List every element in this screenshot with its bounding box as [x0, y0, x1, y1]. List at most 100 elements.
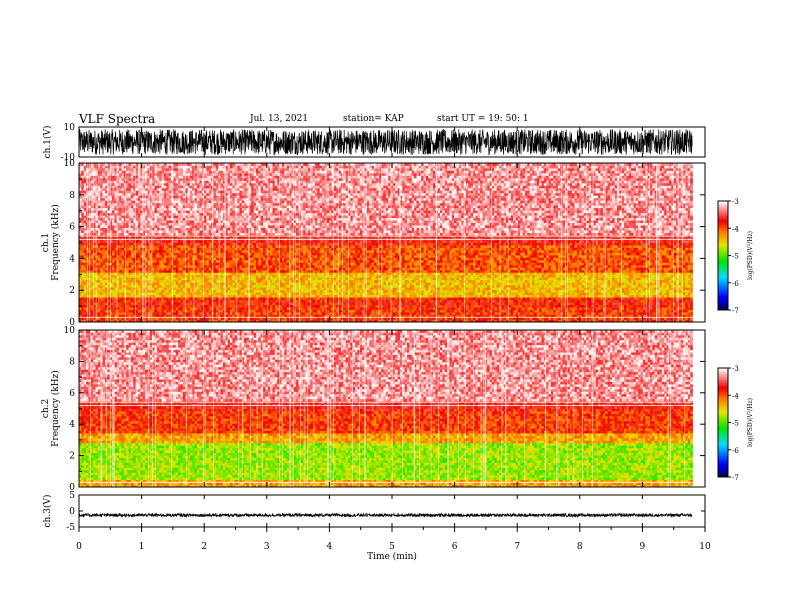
spectrogram-cell: [591, 292, 594, 295]
spectrogram-cell: [216, 302, 219, 305]
spectrogram-cell: [381, 290, 384, 293]
spectrogram-cell: [433, 305, 436, 308]
spectrogram-cell: [669, 305, 672, 308]
spectrogram-cell: [100, 277, 103, 280]
spectrogram-cell: [648, 310, 651, 313]
spectrogram-cell: [438, 292, 441, 295]
spectrogram-cell: [586, 275, 589, 278]
spectrogram-cell: [431, 305, 434, 308]
spectrogram-cell: [466, 310, 469, 313]
spectrogram-cell: [322, 282, 325, 285]
spectrogram-cell: [346, 292, 349, 295]
spectrogram-cell: [638, 295, 641, 298]
spectrogram-cell: [188, 305, 191, 308]
spectrogram-cell: [530, 312, 533, 315]
spectrogram-cell: [400, 292, 403, 295]
spectrogram-cell: [407, 290, 410, 293]
spectrogram-cell: [327, 277, 330, 280]
spectrogram-cell: [206, 302, 209, 305]
spectrogram-cell: [180, 300, 183, 303]
spectrogram-cell: [641, 300, 644, 303]
spectrogram-cell: [688, 290, 691, 293]
spectrogram-cell: [405, 292, 408, 295]
spectrogram-cell: [667, 280, 670, 283]
spectrogram-cell: [681, 297, 684, 300]
spectrogram-cell: [343, 277, 346, 280]
spectrogram-cell: [544, 302, 547, 305]
spectrogram-cell: [473, 285, 476, 288]
spectrogram-cell: [162, 285, 165, 288]
spectrogram-cell: [301, 295, 304, 298]
spectrogram-cell: [650, 312, 653, 315]
spectrogram-cell: [471, 282, 474, 285]
spectrogram-cell: [322, 277, 325, 280]
spectrogram-cell: [164, 277, 167, 280]
spectrogram-cell: [669, 302, 672, 305]
spectrogram-cell: [589, 302, 592, 305]
spectrogram-cell: [188, 312, 191, 315]
spectrogram-cell: [409, 275, 412, 278]
spectrogram-cell: [433, 290, 436, 293]
spectrogram-cell: [155, 292, 158, 295]
spectrogram-cell: [237, 287, 240, 290]
spectrogram-cell: [622, 302, 625, 305]
spectrogram-cell: [91, 300, 94, 303]
spectrogram-cell: [152, 277, 155, 280]
spectrogram-cell: [572, 277, 575, 280]
spectrogram-cell: [652, 307, 655, 310]
spectrogram-cell: [487, 285, 490, 288]
spectrogram-cell: [652, 295, 655, 298]
spectrogram-cell: [572, 285, 575, 288]
spectrogram-cell: [126, 275, 129, 278]
spectrogram-cell: [671, 305, 674, 308]
spectrogram-cell: [230, 305, 233, 308]
spectrogram-cell: [329, 300, 332, 303]
spectrogram-cell: [516, 295, 519, 298]
spectrogram-cell: [362, 290, 365, 293]
spectrogram-cell: [131, 292, 134, 295]
spectrogram-cell: [685, 277, 688, 280]
spectrogram-cell: [254, 292, 257, 295]
spectrogram-cell: [129, 277, 132, 280]
spectrogram-cell: [119, 312, 122, 315]
spectrogram-cell: [431, 312, 434, 315]
spectrogram-cell: [523, 300, 526, 303]
spectrogram-cell: [412, 307, 415, 310]
spectrogram-cell: [129, 287, 132, 290]
spectrogram-cell: [457, 307, 460, 310]
spectrogram-cell: [216, 277, 219, 280]
spectrogram-cell: [452, 297, 455, 300]
spectrogram-cell: [659, 302, 662, 305]
spectrogram-cell: [674, 285, 677, 288]
spectrogram-cell: [518, 310, 521, 313]
spectrogram-cell: [228, 310, 231, 313]
spectrogram-cell: [593, 307, 596, 310]
spectrogram-cell: [525, 277, 528, 280]
spectrogram-cell: [442, 287, 445, 290]
spectrogram-cell: [615, 280, 618, 283]
spectrogram-cell: [301, 302, 304, 305]
spectrogram-cell: [162, 305, 165, 308]
spectrogram-cell: [341, 282, 344, 285]
spectrogram-cell: [551, 312, 554, 315]
spectrogram-cell: [296, 282, 299, 285]
spectrogram-cell: [306, 307, 309, 310]
spectrogram-cell: [629, 305, 632, 308]
spectrogram-cell: [110, 272, 113, 275]
spectrogram-cell: [272, 292, 275, 295]
spectrogram-cell: [166, 282, 169, 285]
spectrogram-cell: [409, 302, 412, 305]
spectrogram-cell: [459, 275, 462, 278]
spectrogram-cell: [395, 295, 398, 298]
spectrogram-cell: [478, 280, 481, 283]
spectrogram-cell: [282, 290, 285, 293]
spectrogram-cell: [551, 310, 554, 313]
spectrogram-cell: [513, 285, 516, 288]
spectrogram-cell: [110, 275, 113, 278]
spectrogram-cell: [355, 277, 358, 280]
spectrogram-cell: [301, 310, 304, 313]
spectrogram-cell: [473, 277, 476, 280]
spectrogram-cell: [317, 310, 320, 313]
spectrogram-cell: [442, 277, 445, 280]
spectrogram-cell: [485, 275, 488, 278]
